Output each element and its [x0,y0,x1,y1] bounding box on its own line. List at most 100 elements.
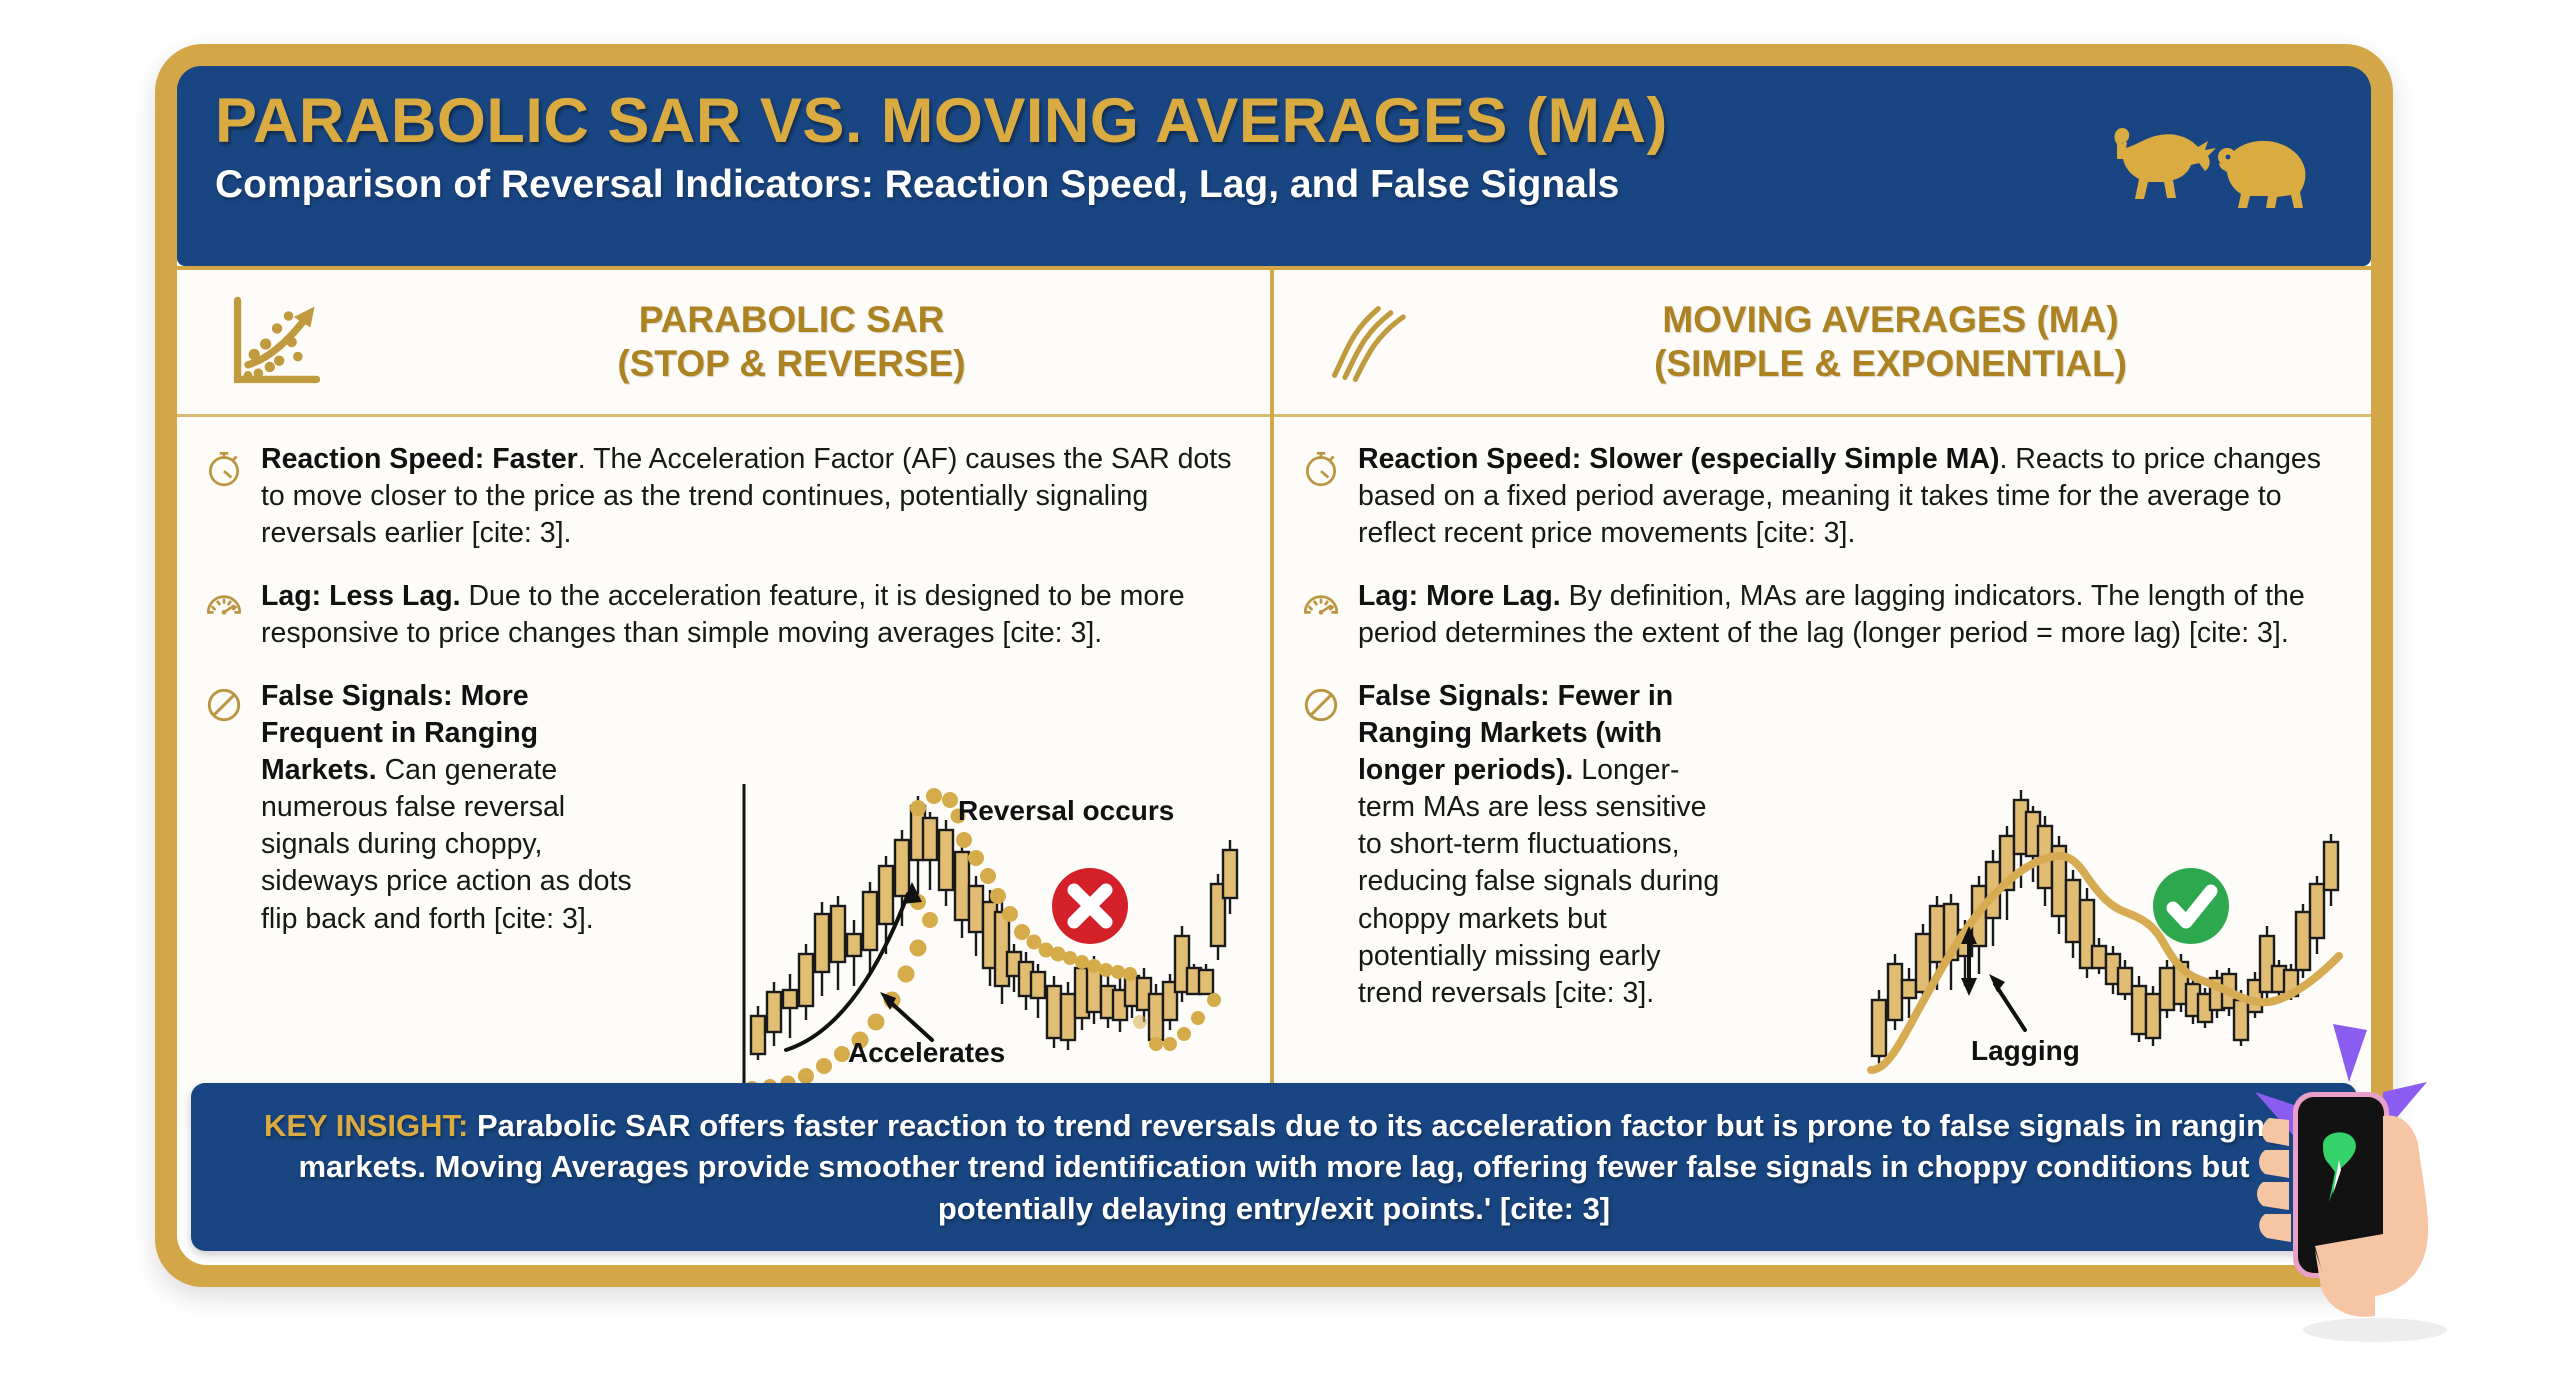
infographic-card: PARABOLIC SAR VS. MOVING AVERAGES (MA) C… [155,44,2393,1287]
candle [893,830,911,926]
key-insight-body: Parabolic SAR offers faster reaction to … [298,1108,2285,1226]
candle [1111,978,1129,1032]
bullet-text: Reaction Speed: Faster. The Acceleration… [261,441,1240,552]
bullet-rest: By definition, MAs are lagging indicator… [1358,580,2305,650]
bullet-lag-sar: Lag: Less Lag. Due to the acceleration f… [203,578,1240,652]
candle [2050,836,2068,934]
candle [813,902,831,996]
candle [921,812,939,890]
key-insight-text: KEY INSIGHT: Parabolic SAR offers faster… [237,1105,2311,1229]
candle [1914,924,1932,1000]
candle [1173,926,1191,1002]
candle [1099,976,1117,1028]
candle [2130,976,2148,1042]
candle [829,896,847,990]
bullet-bold: False Signals: Fewer in Ranging Markets … [1358,680,1674,787]
candle [2258,926,2276,1002]
candle [1073,958,1091,1030]
heading-line-2: (SIMPLE & EXPONENTIAL) [1654,343,2127,384]
key-insight-banner: KEY INSIGHT: Parabolic SAR offers faster… [191,1083,2357,1251]
bullet-bold: Reaction Speed: Faster [261,443,578,475]
page-title: PARABOLIC SAR VS. MOVING AVERAGES (MA) [215,86,1668,156]
ma-candlestick-chart: Lagging [1867,790,2343,1108]
candle [1221,840,1239,914]
gauge-icon [206,595,242,615]
candle [749,1006,767,1060]
bullet-bold: Reaction Speed: Slower (especially Simpl… [1358,443,2000,475]
candle [1161,974,1179,1030]
candle [2104,946,2122,994]
wavy-lines-icon [1331,306,1406,383]
red-x-icon [1052,868,1128,944]
bullet-false-signals-sar: False Signals: More Frequent in Ranging … [203,678,635,937]
bullet-false-signals-ma: False Signals: Fewer in Ranging Markets … [1300,678,1720,1011]
page-subtitle: Comparison of Reversal Indicators: React… [215,163,1620,207]
header-banner: PARABOLIC SAR VS. MOVING AVERAGES (MA) C… [177,66,2371,266]
candle [2322,834,2340,906]
chart-annotation-lagging: Lagging [1971,1035,2080,1066]
candle [1870,990,1888,1068]
stopwatch-icon [208,451,240,487]
candle [2308,876,2326,954]
candle [993,902,1011,1004]
moving-average-line [1867,851,2343,1074]
chart-annotation-reversal: Reversal occurs [958,795,1174,826]
candle [2294,904,2312,978]
column-heading-left: PARABOLIC SAR (STOP & REVERSE) [353,298,1270,385]
bullet-reaction-speed-ma: Reaction Speed: Slower (especially Simpl… [1300,441,2341,552]
bullet-reaction-speed-sar: Reaction Speed: Faster. The Acceleration… [203,441,1240,552]
chart-annotation-accelerates: Accelerates [848,1037,1005,1068]
bullet-rest: Longer-term MAs are less sensitive to sh… [1358,754,1720,1009]
column-body-left: Reaction Speed: Faster. The Acceleration… [177,417,1270,1128]
gauge-icon [1303,595,1339,615]
bullet-bold: Lag: Less Lag. [261,580,461,613]
bullet-rest: Can generate numerous false reversal sig… [261,754,632,935]
bullet-text: Lag: Less Lag. Due to the acceleration f… [261,578,1240,652]
stopwatch-icon [1305,451,1337,487]
bullet-bold: Lag: More Lag. [1358,580,1561,613]
candle [781,974,799,1038]
candle [797,944,815,1020]
candle [877,856,895,954]
candle [765,982,783,1046]
bullet-rest: Due to the acceleration feature, it is d… [261,580,1185,650]
heading-line-1: MOVING AVERAGES (MA) [1662,299,2119,341]
candle [1045,976,1063,1048]
column-header-right: MOVING AVERAGES (MA) (SIMPLE & EXPONENTI… [1274,270,2371,417]
key-insight-label: KEY INSIGHT: [263,1108,469,1144]
candle [1017,952,1035,1010]
candle [2078,888,2096,978]
column-body-right: Reaction Speed: Slower (especially Simpl… [1274,417,2371,1128]
bullet-text: Reaction Speed: Slower (especially Simpl… [1358,441,2341,552]
bullet-rest: . Reacts to price changes based on a fix… [1358,443,2322,550]
candle [1197,964,1215,996]
candle [2064,870,2082,958]
bull-and-bear-icon [2114,128,2306,208]
bullet-text: False Signals: More Frequent in Ranging … [261,678,635,937]
heading-line-2: (STOP & REVERSE) [617,343,966,384]
prohibition-icon [1304,689,1338,722]
bullet-lag-ma: Lag: More Lag. By definition, MAs are la… [1300,578,2341,652]
candle [967,876,985,956]
green-check-icon [2153,868,2229,944]
bullet-text: Lag: More Lag. By definition, MAs are la… [1358,578,2341,652]
candle [845,920,863,986]
bullet-text: False Signals: Fewer in Ranging Markets … [1358,678,1720,1011]
candle [937,820,955,906]
heading-line-1: PARABOLIC SAR [638,299,945,341]
prohibition-icon [207,689,241,722]
column-parabolic-sar: PARABOLIC SAR (STOP & REVERSE) [177,270,1274,1128]
candle [1886,954,1904,1030]
sar-candlestick-chart: Reversal occurs Accelerates [742,784,1240,1110]
scatter-trend-chart-icon [233,296,321,384]
column-moving-averages: MOVING AVERAGES (MA) (SIMPLE & EXPONENTI… [1274,270,2371,1128]
candle [981,890,999,986]
candle [2116,960,2134,1000]
candle [2144,986,2162,1046]
candle [861,882,879,974]
bullet-rest: . The Acceleration Factor (AF) causes th… [261,443,1232,550]
bullet-bold: False Signals: More Frequent in Ranging … [261,680,539,787]
candle [2158,960,2176,1018]
column-heading-right: MOVING AVERAGES (MA) (SIMPLE & EXPONENTI… [1450,298,2371,385]
